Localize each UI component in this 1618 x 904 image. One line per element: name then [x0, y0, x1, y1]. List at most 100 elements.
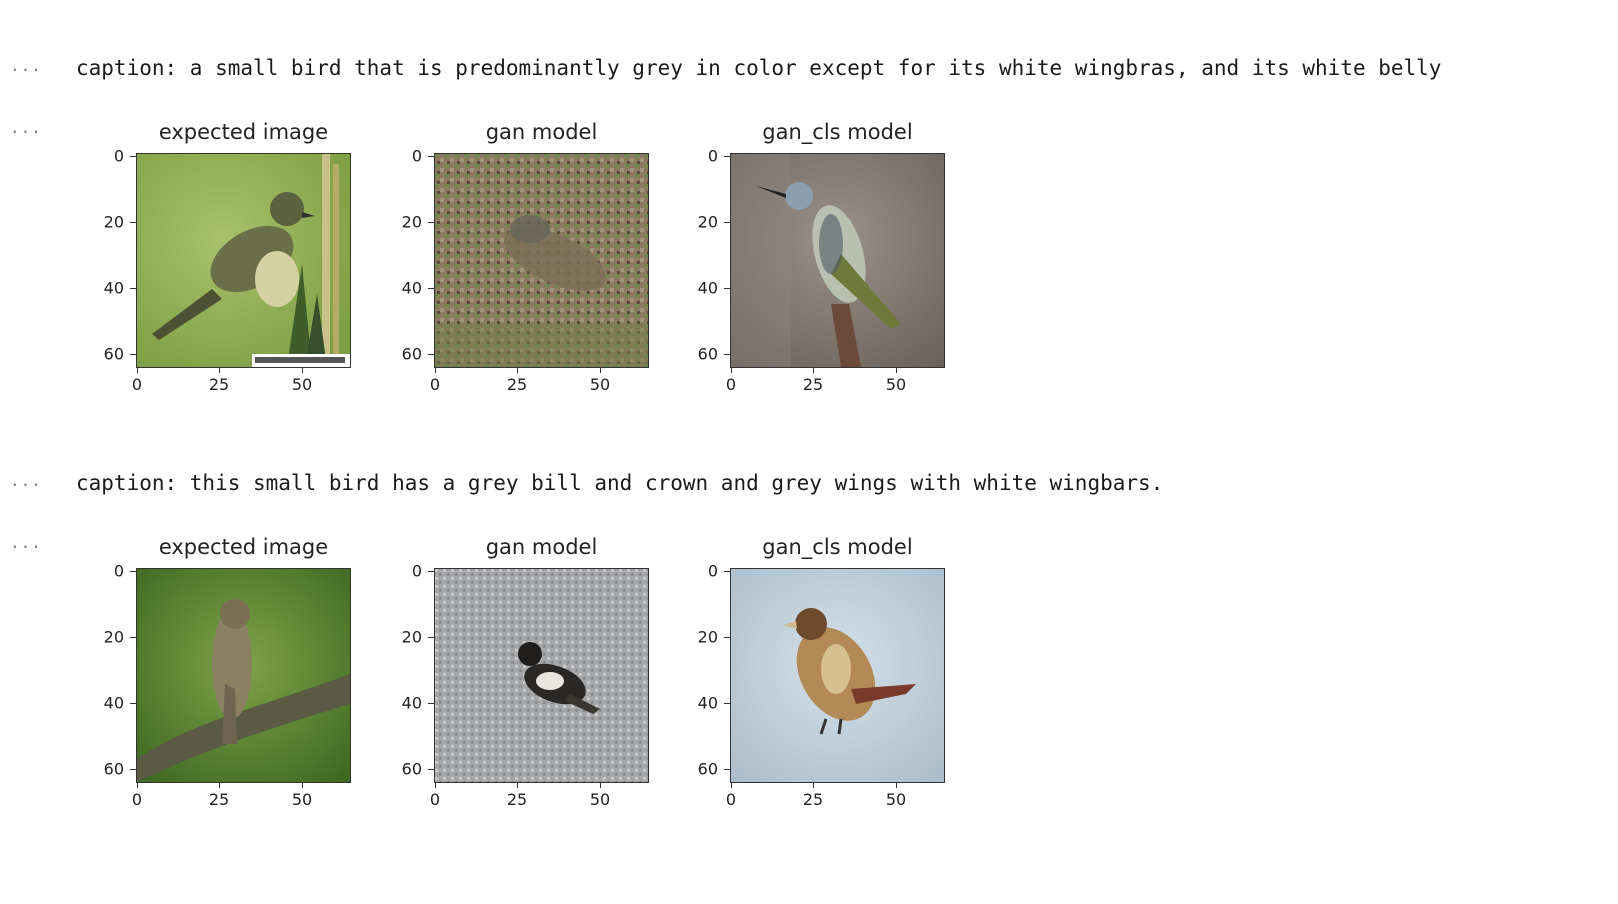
y-tick-label: 0: [707, 561, 718, 581]
x-tick-label: 25: [506, 375, 528, 394]
y-tick: [130, 637, 136, 638]
y-tick-label: 20: [103, 627, 124, 647]
y-tick-label: 60: [103, 344, 124, 364]
x-tick-label: 50: [885, 790, 907, 809]
y-tick-label: 40: [697, 693, 718, 713]
y-tick: [428, 769, 434, 770]
output-prompt-indicator[interactable]: ...: [10, 471, 42, 490]
y-tick-label: 60: [103, 759, 124, 779]
x-tick-label: 0: [131, 790, 143, 809]
plot-gan-cls-model: gan_cls model 0 20 40 60 0 25 50: [660, 120, 950, 394]
plot-title: gan_cls model: [762, 120, 913, 144]
x-tick: [137, 782, 138, 788]
bird-image: [434, 568, 649, 783]
x-tick: [600, 782, 601, 788]
x-tick-label: 50: [589, 375, 611, 394]
y-tick: [130, 288, 136, 289]
x-tick-label: 50: [291, 790, 313, 809]
x-tick-label: 25: [802, 790, 824, 809]
plot-title: expected image: [158, 535, 329, 559]
y-tick-label: 20: [103, 212, 124, 232]
bird-image: [730, 568, 945, 783]
plot-title: expected image: [158, 120, 329, 144]
y-tick: [130, 703, 136, 704]
caption-text: caption: this small bird has a grey bill…: [76, 471, 1164, 495]
y-tick: [428, 354, 434, 355]
y-tick-label: 20: [401, 627, 422, 647]
y-tick-label: 40: [401, 693, 422, 713]
y-tick-label: 40: [401, 278, 422, 298]
y-tick: [724, 571, 730, 572]
plot-expected-image: expected image 0 20 40 60 0 25 50: [66, 535, 356, 809]
output-prompt-indicator[interactable]: ...: [10, 56, 42, 75]
x-tick: [435, 367, 436, 373]
x-tick: [813, 782, 814, 788]
plot-title: gan model: [485, 120, 598, 144]
x-tick: [731, 367, 732, 373]
plot-title: gan_cls model: [762, 535, 913, 559]
x-tick-label: 25: [802, 375, 824, 394]
y-tick-label: 0: [113, 146, 124, 166]
x-tick: [302, 782, 303, 788]
y-tick-label: 0: [707, 146, 718, 166]
y-tick: [724, 354, 730, 355]
y-tick: [130, 571, 136, 572]
bird-image: [136, 153, 351, 368]
y-tick: [724, 222, 730, 223]
y-tick: [130, 354, 136, 355]
x-tick-label: 0: [429, 790, 441, 809]
output-prompt-indicator[interactable]: ...: [10, 533, 42, 552]
x-tick: [219, 782, 220, 788]
x-tick-label: 0: [725, 790, 737, 809]
y-tick-label: 20: [697, 212, 718, 232]
y-tick: [724, 637, 730, 638]
x-tick: [813, 367, 814, 373]
y-tick-label: 40: [103, 278, 124, 298]
y-tick: [724, 156, 730, 157]
x-tick: [896, 367, 897, 373]
x-tick-label: 0: [131, 375, 143, 394]
y-tick: [130, 769, 136, 770]
bird-image: [136, 568, 351, 783]
y-tick-label: 0: [411, 146, 422, 166]
x-tick-label: 25: [506, 790, 528, 809]
y-tick: [428, 288, 434, 289]
y-tick: [428, 156, 434, 157]
plot-gan-cls-model: gan_cls model 0 20 40 60 0 25 50: [660, 535, 950, 809]
x-tick: [731, 782, 732, 788]
y-tick: [428, 703, 434, 704]
y-tick-label: 20: [401, 212, 422, 232]
y-tick-label: 0: [113, 561, 124, 581]
y-tick: [130, 222, 136, 223]
x-tick: [137, 367, 138, 373]
y-tick: [724, 288, 730, 289]
y-tick: [428, 571, 434, 572]
output-prompt-indicator[interactable]: ...: [10, 118, 42, 137]
y-tick-label: 40: [697, 278, 718, 298]
x-tick-label: 0: [725, 375, 737, 394]
y-tick: [130, 156, 136, 157]
plot-expected-image: expected image 0 20 40 60 0 25 50: [66, 120, 356, 394]
x-tick-label: 50: [589, 790, 611, 809]
y-tick-label: 0: [411, 561, 422, 581]
bird-image: [730, 153, 945, 368]
y-tick: [724, 703, 730, 704]
y-tick: [724, 769, 730, 770]
plot-gan-model: gan model 0 20 40 60 0 25 50: [364, 120, 654, 394]
x-tick-label: 50: [885, 375, 907, 394]
x-tick: [517, 367, 518, 373]
y-tick: [428, 637, 434, 638]
x-tick: [600, 367, 601, 373]
x-tick-label: 25: [208, 375, 230, 394]
y-tick-label: 20: [697, 627, 718, 647]
x-tick-label: 50: [291, 375, 313, 394]
y-tick-label: 60: [401, 759, 422, 779]
y-tick-label: 60: [401, 344, 422, 364]
x-tick-label: 0: [429, 375, 441, 394]
plot-title: gan model: [485, 535, 598, 559]
y-tick-label: 60: [697, 344, 718, 364]
y-tick-label: 40: [103, 693, 124, 713]
bird-image: [434, 153, 649, 368]
plot-gan-model: gan model 0 20 40 60 0 25 50: [364, 535, 654, 809]
x-tick: [302, 367, 303, 373]
